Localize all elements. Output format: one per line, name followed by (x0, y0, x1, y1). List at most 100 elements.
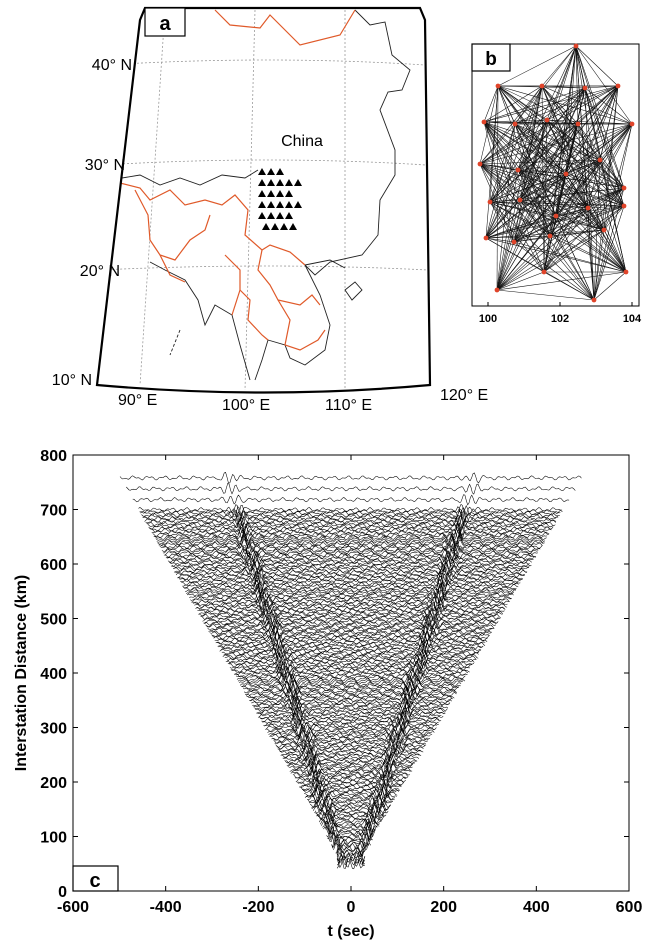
station-pair-path (541, 85, 633, 125)
station-pair-path (514, 87, 586, 125)
station-pair-path (479, 163, 515, 243)
waveform-trace (243, 681, 459, 696)
y-tick-label: 500 (40, 612, 67, 629)
waveform-trace (195, 601, 506, 614)
lat-label-40: 40° N (92, 57, 132, 74)
station-dot (515, 167, 521, 173)
waveform-trace (219, 641, 482, 658)
station-pair-path (485, 173, 567, 239)
station-pair-path (496, 85, 543, 291)
waveform-trace (157, 535, 544, 551)
station-dot (629, 121, 635, 127)
y-tick-label: 200 (40, 775, 67, 792)
station-pair-path (479, 163, 557, 217)
station-triangle (276, 212, 284, 219)
waveform-trace (255, 701, 446, 718)
station-pair-path (599, 123, 633, 161)
station-triangle (258, 190, 266, 197)
station-triangle (276, 168, 284, 175)
waveform-trace (249, 693, 453, 707)
panel-a-letter-box (144, 7, 186, 37)
waveform-trace (126, 482, 576, 495)
waveform-trace (215, 635, 486, 649)
station-triangle (258, 212, 266, 219)
waveform-trace (153, 529, 548, 542)
station-dot (575, 121, 581, 127)
lon-label-120: 120° E (440, 387, 488, 404)
waveform-trace (336, 850, 366, 863)
station-pair-path (599, 159, 627, 273)
waveform-trace (250, 695, 452, 708)
waveform-trace (164, 549, 537, 561)
waveform-trace (328, 829, 373, 843)
waveform-trace (206, 620, 495, 633)
station-pair-path (575, 45, 605, 231)
station-pair-path (555, 215, 627, 273)
station-dot (544, 117, 550, 123)
waveform-trace (199, 608, 503, 620)
waveform-trace (186, 584, 515, 602)
station-pair-path (479, 119, 548, 165)
waveform-trace (143, 510, 558, 527)
station-pair-path (543, 229, 605, 273)
waveform-trace (204, 617, 497, 629)
y-tick-label: 600 (40, 557, 67, 574)
waveform-trace (182, 579, 519, 592)
lat-label-30: 30° N (85, 157, 125, 174)
waveform-trace (154, 531, 547, 545)
waveform-trace (198, 606, 503, 619)
station-pair-path (496, 271, 545, 291)
panel-b-letter: b (485, 49, 497, 70)
y-tick-label: 800 (40, 448, 67, 465)
station-pair-path (485, 187, 625, 239)
station-pair-path (483, 85, 543, 123)
panel-c-record-section: -600 -400 -200 0 200 400 600 0 100 200 300 400 500 60… (13, 448, 642, 940)
waveform-trace (336, 847, 365, 858)
station-pair-path (479, 163, 605, 231)
station-pair-path (514, 119, 548, 125)
station-dot (487, 199, 493, 205)
country-label: China (281, 133, 323, 150)
station-pair-path (489, 119, 548, 203)
panel-b-tick-label-102: 102 (551, 313, 569, 325)
waveform-trace (235, 670, 466, 684)
waveform-trace (225, 651, 477, 667)
station-dots (477, 43, 635, 303)
station-pair-path (519, 159, 601, 201)
waveform-trace (293, 769, 409, 784)
station-triangle (276, 201, 284, 208)
waveform-trace (144, 512, 557, 528)
waveform-trace (269, 728, 433, 741)
station-pair-path (593, 229, 605, 301)
station-pair-path (587, 207, 595, 301)
y-tick-label: 0 (58, 884, 67, 901)
waveform-trace (289, 762, 413, 777)
station-pair-path (485, 123, 516, 239)
station-pair-path (587, 187, 625, 209)
waveform-trace (140, 506, 561, 520)
lat-label-10: 10° N (52, 372, 92, 389)
station-pair-path (517, 169, 589, 209)
station-pair-path (587, 205, 625, 209)
waveform-trace (282, 750, 420, 766)
station-dot (623, 269, 629, 275)
panel-c-letter: c (89, 870, 100, 892)
station-triangle (258, 201, 266, 208)
station-pair-path (483, 121, 625, 207)
station-pair-path (577, 123, 625, 189)
station-pair-path (514, 123, 627, 273)
station-pair-path (513, 119, 548, 243)
waveform-trace (251, 695, 451, 711)
station-triangle (289, 223, 297, 230)
station-pair-path (541, 85, 627, 273)
waveform-trace (197, 605, 505, 617)
station-pair-path (496, 215, 557, 291)
station-pair-path (479, 123, 579, 165)
station-pair-path (575, 45, 579, 125)
waveform-trace (309, 798, 391, 810)
station-pair-path (517, 169, 625, 189)
station-dot (483, 235, 489, 241)
station-pair-paths (479, 45, 633, 301)
station-dot (539, 83, 545, 89)
station-pair-path (485, 85, 499, 239)
